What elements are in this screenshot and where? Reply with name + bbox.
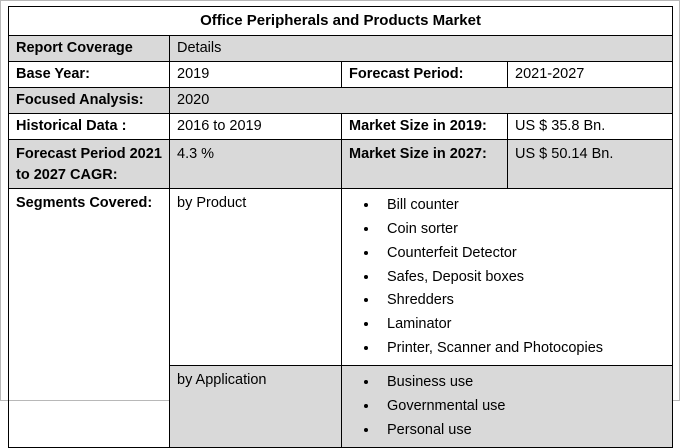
row-forecast-cagr: Forecast Period 2021 to 2027 CAGR: 4.3 %…	[8, 139, 674, 190]
report-table-page: Office Peripherals and Products Market R…	[0, 0, 680, 401]
market-report-table: Office Peripherals and Products Market R…	[7, 6, 674, 448]
market-size-2027-label: Market Size in 2027:	[341, 139, 508, 190]
market-size-2027-value: US $ 50.14 Bn.	[506, 139, 674, 190]
segment-application-label: by Application	[169, 365, 342, 448]
forecast-period-label: Forecast Period:	[341, 61, 508, 89]
row-historical-data: Historical Data : 2016 to 2019 Market Si…	[8, 113, 674, 141]
forecast-cagr-value: 4.3 %	[169, 139, 342, 190]
segment-item: Counterfeit Detector	[379, 244, 665, 263]
focused-analysis-value: 2020	[168, 87, 674, 115]
row-segments-product: Segments Covered: by Product Bill counte…	[8, 188, 674, 448]
forecast-cagr-label: Forecast Period 2021 to 2027 CAGR:	[8, 139, 170, 190]
segment-item: Printer, Scanner and Photocopies	[379, 339, 665, 358]
segment-item: Coin sorter	[379, 220, 665, 239]
product-segment-list: Bill counter Coin sorter Counterfeit Det…	[349, 193, 665, 358]
focused-analysis-label: Focused Analysis:	[8, 87, 170, 115]
row-focused-analysis: Focused Analysis: 2020	[8, 87, 674, 115]
segment-item: Business use	[379, 373, 665, 392]
historical-data-value: 2016 to 2019	[169, 113, 342, 141]
page-title: Office Peripherals and Products Market	[7, 6, 674, 36]
segment-application-items: Business use Governmental use Personal u…	[340, 365, 674, 448]
segments-covered-label: Segments Covered:	[8, 188, 170, 448]
segment-item: Safes, Deposit boxes	[379, 268, 665, 287]
report-coverage-value: Details	[168, 34, 674, 63]
segment-item: Laminator	[379, 315, 665, 334]
base-year-label: Base Year:	[8, 61, 170, 89]
base-year-value: 2019	[169, 61, 342, 89]
row-report-coverage: Report Coverage Details	[8, 34, 674, 63]
historical-data-label: Historical Data :	[8, 113, 170, 141]
application-segment-list: Business use Governmental use Personal u…	[349, 370, 665, 440]
segment-item: Personal use	[379, 421, 665, 440]
row-title: Office Peripherals and Products Market	[7, 6, 674, 36]
segment-product-label: by Product	[169, 188, 342, 366]
market-size-2019-value: US $ 35.8 Bn.	[506, 113, 674, 141]
row-base-year: Base Year: 2019 Forecast Period: 2021-20…	[8, 61, 674, 89]
report-coverage-label: Report Coverage	[8, 34, 170, 63]
forecast-period-value: 2021-2027	[506, 61, 674, 89]
segment-product-items: Bill counter Coin sorter Counterfeit Det…	[340, 188, 674, 366]
segment-item: Bill counter	[379, 196, 665, 215]
segment-item: Governmental use	[379, 397, 665, 416]
market-size-2019-label: Market Size in 2019:	[341, 113, 508, 141]
segment-item: Shredders	[379, 291, 665, 310]
